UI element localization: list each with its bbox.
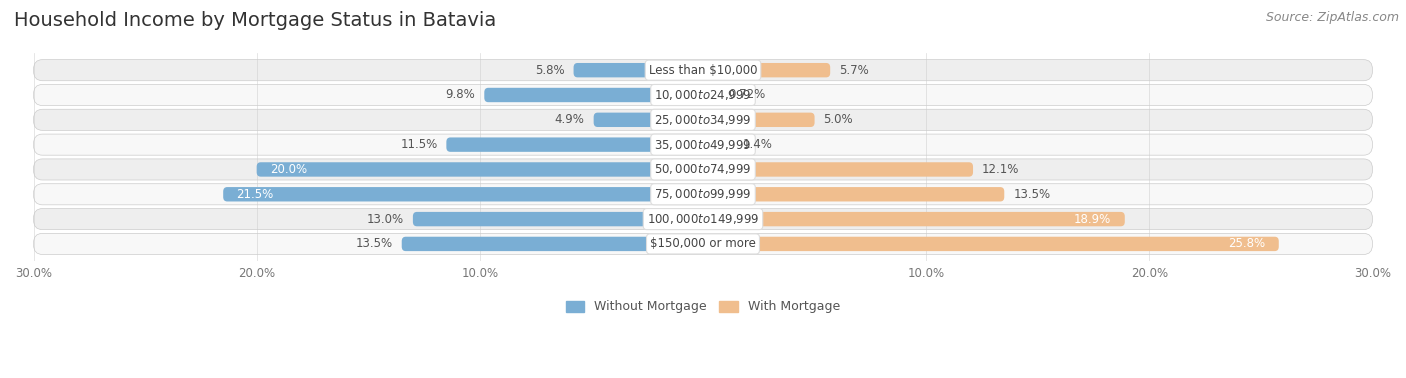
Text: 0.72%: 0.72% bbox=[728, 88, 765, 102]
FancyBboxPatch shape bbox=[34, 233, 1372, 254]
FancyBboxPatch shape bbox=[413, 212, 703, 226]
FancyBboxPatch shape bbox=[703, 138, 734, 152]
Text: 25.8%: 25.8% bbox=[1229, 237, 1265, 250]
Text: 13.0%: 13.0% bbox=[367, 212, 404, 226]
FancyBboxPatch shape bbox=[34, 159, 1372, 180]
FancyBboxPatch shape bbox=[34, 60, 1372, 81]
Text: 21.5%: 21.5% bbox=[236, 188, 274, 201]
FancyBboxPatch shape bbox=[703, 212, 1125, 226]
Text: $25,000 to $34,999: $25,000 to $34,999 bbox=[654, 113, 752, 127]
Text: 9.8%: 9.8% bbox=[446, 88, 475, 102]
Text: $10,000 to $24,999: $10,000 to $24,999 bbox=[654, 88, 752, 102]
FancyBboxPatch shape bbox=[224, 187, 703, 201]
Text: 20.0%: 20.0% bbox=[270, 163, 307, 176]
Text: 18.9%: 18.9% bbox=[1074, 212, 1111, 226]
Text: Source: ZipAtlas.com: Source: ZipAtlas.com bbox=[1265, 11, 1399, 24]
Text: $50,000 to $74,999: $50,000 to $74,999 bbox=[654, 163, 752, 177]
FancyBboxPatch shape bbox=[703, 162, 973, 177]
Text: $75,000 to $99,999: $75,000 to $99,999 bbox=[654, 187, 752, 201]
FancyBboxPatch shape bbox=[703, 113, 814, 127]
FancyBboxPatch shape bbox=[574, 63, 703, 77]
Text: 5.8%: 5.8% bbox=[536, 64, 565, 77]
FancyBboxPatch shape bbox=[34, 209, 1372, 230]
Text: 13.5%: 13.5% bbox=[356, 237, 392, 250]
FancyBboxPatch shape bbox=[34, 134, 1372, 155]
FancyBboxPatch shape bbox=[34, 84, 1372, 105]
FancyBboxPatch shape bbox=[703, 187, 1004, 201]
Text: 5.0%: 5.0% bbox=[824, 113, 853, 126]
Text: Less than $10,000: Less than $10,000 bbox=[648, 64, 758, 77]
Text: 13.5%: 13.5% bbox=[1014, 188, 1050, 201]
Text: Household Income by Mortgage Status in Batavia: Household Income by Mortgage Status in B… bbox=[14, 11, 496, 30]
FancyBboxPatch shape bbox=[257, 162, 703, 177]
Text: 12.1%: 12.1% bbox=[981, 163, 1019, 176]
FancyBboxPatch shape bbox=[703, 237, 1279, 251]
FancyBboxPatch shape bbox=[593, 113, 703, 127]
Text: $35,000 to $49,999: $35,000 to $49,999 bbox=[654, 138, 752, 152]
Legend: Without Mortgage, With Mortgage: Without Mortgage, With Mortgage bbox=[565, 301, 841, 313]
FancyBboxPatch shape bbox=[34, 184, 1372, 205]
FancyBboxPatch shape bbox=[402, 237, 703, 251]
FancyBboxPatch shape bbox=[484, 88, 703, 102]
Text: 1.4%: 1.4% bbox=[744, 138, 773, 151]
FancyBboxPatch shape bbox=[703, 63, 830, 77]
FancyBboxPatch shape bbox=[34, 109, 1372, 130]
Text: 5.7%: 5.7% bbox=[839, 64, 869, 77]
Text: 4.9%: 4.9% bbox=[555, 113, 585, 126]
FancyBboxPatch shape bbox=[446, 138, 703, 152]
Text: 11.5%: 11.5% bbox=[401, 138, 437, 151]
Text: $150,000 or more: $150,000 or more bbox=[650, 237, 756, 250]
Text: $100,000 to $149,999: $100,000 to $149,999 bbox=[647, 212, 759, 226]
FancyBboxPatch shape bbox=[703, 88, 718, 102]
